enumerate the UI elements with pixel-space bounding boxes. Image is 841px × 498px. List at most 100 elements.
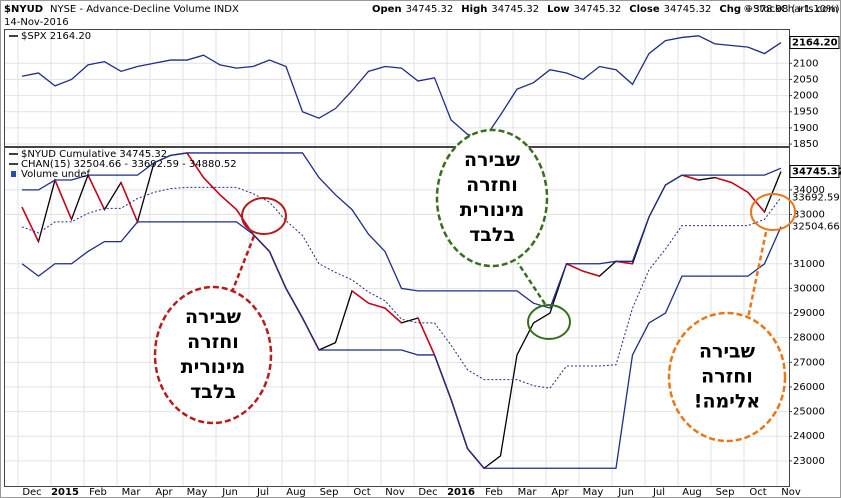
down-segment — [582, 270, 600, 277]
annotation: שבירה וחזרה מינורית בלבד — [153, 197, 287, 425]
quote-value: 34745.32 — [574, 4, 622, 15]
x-tick-label: Sep — [320, 487, 339, 498]
y-tick-label: 34000 — [793, 185, 825, 196]
y-tick-label: 2000 — [793, 91, 818, 102]
marker-circle — [241, 197, 287, 235]
annotation: שבירה וחזרה אלימה! — [667, 193, 796, 443]
annotation-text: וחזרה — [187, 331, 239, 353]
symbol: $NYUD — [4, 4, 43, 15]
y-tick-label: 2050 — [793, 74, 818, 85]
x-tick-label: Nov — [385, 487, 405, 498]
watermark: ©StockCharts.com — [743, 4, 838, 15]
legend-label: $SPX 2164.20 — [21, 31, 91, 42]
bubble — [667, 311, 787, 443]
y-tick-label: 28000 — [793, 333, 825, 344]
value-label: 34745.32 — [792, 167, 841, 178]
y-tick-label: 23000 — [793, 456, 825, 467]
x-tick-label: Apr — [155, 487, 173, 498]
down-segment — [368, 302, 386, 309]
x-tick-label: Jun — [221, 487, 238, 498]
annotation-text: וחזרה — [701, 366, 753, 388]
down-segment — [714, 176, 732, 184]
marker-circle — [527, 304, 571, 340]
series-line — [22, 152, 782, 309]
annotation-text: מינורית — [181, 356, 246, 378]
down-segment — [747, 191, 766, 213]
x-tick-label: May — [187, 487, 208, 498]
down-segment — [87, 174, 106, 210]
y-tick-label: 24000 — [793, 431, 825, 442]
x-tick-label: Jun — [617, 487, 634, 498]
quote-label: Chg — [719, 4, 741, 15]
down-segment — [54, 179, 73, 220]
series-line — [21, 35, 782, 140]
annotation: שבירה וחזרה מינורית בלבד — [435, 128, 571, 340]
x-tick-label: Jul — [652, 487, 665, 498]
down-segment — [351, 290, 369, 304]
down-segment — [219, 194, 238, 211]
x-tick-label: Oct — [353, 487, 370, 498]
x-tick-label: Mar — [518, 487, 538, 498]
value-label: 2164.20 — [792, 38, 838, 49]
annotation-text: אלימה! — [694, 391, 760, 413]
annotation-text: מינורית — [460, 199, 525, 221]
x-tick-label: Dec — [22, 487, 41, 498]
value-label: 33692.59 — [792, 192, 840, 203]
y-tick-label: 1850 — [793, 139, 818, 150]
date: 14-Nov-2016 — [4, 17, 69, 28]
down-segment — [384, 307, 403, 324]
quote-label: Open — [372, 4, 402, 15]
down-segment — [202, 177, 221, 196]
x-tick-label: May — [583, 487, 604, 498]
x-tick-label: 2015 — [51, 487, 79, 498]
bubble — [153, 285, 273, 425]
y-tick-label: 29000 — [793, 308, 825, 319]
x-tick-label: Aug — [682, 487, 702, 498]
down-segment — [566, 263, 584, 272]
y-tick-label: 2100 — [793, 58, 818, 69]
value-box — [789, 36, 840, 50]
value-label: 32504.66 — [792, 222, 840, 233]
annotation-text: שבירה — [185, 306, 242, 328]
annotation-text: וחזרה — [466, 174, 518, 196]
series-line — [21, 186, 782, 389]
x-tick-label: Feb — [485, 487, 503, 498]
y-tick-label: 33000 — [793, 210, 825, 221]
x-tick-label: Aug — [286, 487, 306, 498]
x-tick-label: 2016 — [447, 487, 475, 498]
quote-value: +378.98 (+1.10%) — [745, 4, 840, 15]
marker-circle — [750, 193, 796, 231]
x-tick-label: Nov — [781, 487, 801, 498]
legend-swatch — [11, 171, 16, 177]
quote-value: 34745.32 — [491, 4, 539, 15]
y-tick-label: 26000 — [793, 382, 825, 393]
x-tick-label: Feb — [89, 487, 107, 498]
quote-label: Low — [547, 4, 569, 15]
x-tick-label: Sep — [716, 487, 735, 498]
annotation-text: בלבד — [190, 381, 236, 403]
quote-value: 34745.32 — [406, 4, 454, 15]
down-segment — [417, 317, 436, 356]
connector — [516, 262, 547, 305]
y-tick-label: 30000 — [793, 283, 825, 294]
connector — [230, 235, 256, 293]
annotation-text: שבירה — [464, 149, 521, 171]
connector — [746, 231, 768, 319]
annotation-text: בלבד — [469, 224, 515, 246]
annotation-text: שבירה — [699, 341, 756, 363]
y-tick-label: 27000 — [793, 357, 825, 368]
down-segment — [186, 152, 205, 178]
quote-value: 34745.32 — [664, 4, 712, 15]
top-panel — [4, 29, 790, 147]
quote-label: Close — [629, 4, 660, 15]
legend-label: CHAN(15) 32504.66 - 33692.59 - 34880.52 — [21, 159, 237, 170]
x-tick-label: Oct — [749, 487, 766, 498]
y-tick-label: 1900 — [793, 123, 818, 134]
legend-label: $NYUD Cumulative 34745.32 — [21, 149, 167, 160]
down-segment — [731, 181, 749, 193]
y-tick-label: 1950 — [793, 107, 818, 118]
bubble — [435, 128, 549, 268]
x-tick-label: Dec — [418, 487, 437, 498]
down-segment — [120, 182, 139, 223]
y-tick-label: 31000 — [793, 259, 825, 270]
